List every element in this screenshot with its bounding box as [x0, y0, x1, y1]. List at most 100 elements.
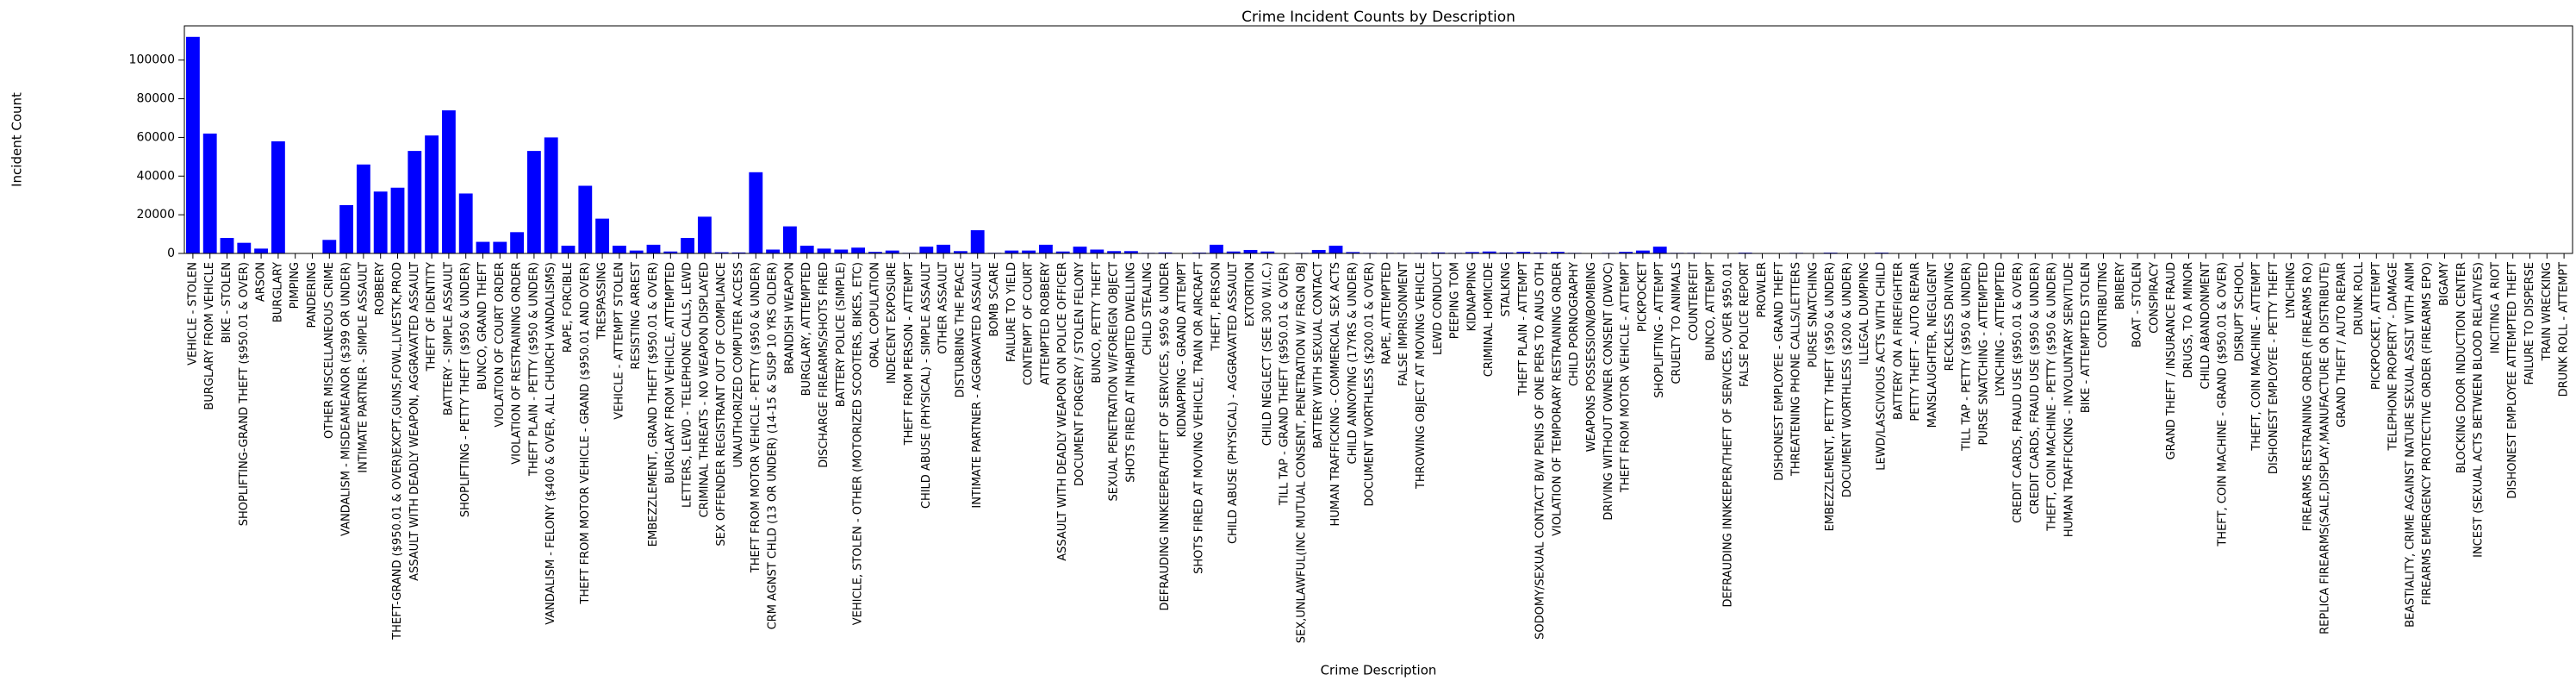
bar	[373, 191, 388, 253]
x-tick-label: BURGLARY, ATTEMPTED	[800, 262, 813, 396]
bar	[339, 204, 354, 253]
x-tick-label: DRIVING WITHOUT OWNER CONSENT (DWOC)	[1602, 262, 1615, 521]
y-tick-label: 40000	[136, 169, 175, 183]
x-tick-label: CHILD ABUSE (PHYSICAL) - AGGRAVATED ASSA…	[1227, 262, 1240, 544]
x-tick-label: SEXUAL PENETRATION W/FOREIGN OBJECT	[1108, 262, 1121, 502]
bar	[544, 137, 558, 253]
x-tick-label: FALSE POLICE REPORT	[1739, 262, 1752, 387]
x-tick-label: INCEST (SEXUAL ACTS BETWEEN BLOOD RELATI…	[2473, 262, 2486, 558]
bar	[782, 226, 797, 253]
x-tick-label: THEFT-GRAND ($950.01 & OVER)EXCPT,GUNS,F…	[391, 262, 404, 640]
y-tick-label: 60000	[136, 130, 175, 144]
bar	[1482, 251, 1496, 253]
x-tick-label: PURSE SNATCHING - ATTEMPTED	[1977, 262, 1990, 445]
y-tick-label: 20000	[136, 208, 175, 222]
bar	[458, 193, 473, 253]
x-tick-label: HUMAN TRAFFICKING - COMMERCIAL SEX ACTS	[1329, 262, 1342, 527]
bar	[561, 246, 576, 253]
x-tick-label: THROWING OBJECT AT MOVING VEHICLE	[1415, 262, 1428, 490]
x-tick-label: ATTEMPTED ROBBERY	[1039, 262, 1052, 385]
x-tick-label: BURGLARY FROM VEHICLE	[203, 262, 216, 410]
x-tick-label: TILL TAP - GRAND THEFT ($950.01 & OVER)	[1279, 262, 1291, 506]
x-tick-label: DISHONEST EMPLOYEE - GRAND THEFT	[1773, 262, 1786, 481]
bar	[919, 247, 934, 253]
bar	[1226, 251, 1241, 253]
x-tick-label: BEASTIALITY, CRIME AGAINST NATURE SEXUAL…	[2404, 262, 2417, 628]
x-tick-label: CRUELTY TO ANIMALS	[1671, 262, 1683, 384]
x-tick-label: VIOLATION OF TEMPORARY RESTRAINING ORDER	[1551, 262, 1564, 536]
x-tick-label: ILLEGAL DUMPING	[1858, 262, 1871, 365]
x-tick-label: THEFT PLAIN - PETTY ($950 & UNDER)	[527, 262, 540, 477]
x-tick-label: KIDNAPPING - GRAND ATTEMPT	[1176, 262, 1189, 437]
bar	[663, 251, 678, 253]
bar	[970, 230, 985, 253]
x-tick-label: BATTERY WITH SEXUAL CONTACT	[1312, 262, 1325, 448]
bar	[322, 240, 337, 253]
x-tick-label: VEHICLE - STOLEN	[186, 262, 199, 365]
x-tick-label: INDECENT EXPOSURE	[886, 262, 899, 384]
x-tick-label: CHILD ANNOYING (17YRS & UNDER)	[1347, 262, 1360, 464]
bar	[220, 238, 234, 253]
bar	[1465, 252, 1479, 253]
x-tick-label: DRUGS, TO A MINOR	[2182, 262, 2195, 378]
x-tick-label: DISCHARGE FIREARMS/SHOTS FIRED	[818, 262, 831, 468]
x-tick-label: MANSLAUGHTER, NEGLIGENT	[1926, 262, 1939, 428]
x-tick-label: LEWD/LASCIVIOUS ACTS WITH CHILD	[1876, 262, 1888, 471]
x-tick-label: CONTEMPT OF COURT	[1023, 262, 1036, 385]
x-tick-label: VANDALISM - FELONY ($400 & OVER, ALL CHU…	[544, 262, 557, 625]
x-tick-label: VIOLATION OF RESTRAINING ORDER	[511, 262, 524, 465]
axes-frame	[184, 25, 2573, 254]
x-tick-label: BOMB SCARE	[988, 262, 1001, 337]
bar	[1005, 250, 1019, 253]
bar	[697, 216, 712, 253]
x-tick-label: GRAND THEFT / INSURANCE FRAUD	[2165, 262, 2178, 459]
x-tick-label: RECKLESS DRIVING	[1944, 262, 1957, 371]
bar	[612, 246, 626, 253]
x-tick-label: CRIMINAL HOMICIDE	[1483, 262, 1496, 377]
x-tick-label: EMBEZZLEMENT, GRAND THEFT ($950.01 & OVE…	[647, 262, 660, 547]
bar	[1550, 252, 1565, 253]
x-tick-label: BUNCO, PETTY THEFT	[1091, 262, 1104, 384]
x-tick-label: ROBBERY	[374, 262, 387, 316]
x-tick-label: THEFT, PERSON	[1210, 262, 1223, 352]
x-tick-label: CREDIT CARDS, FRAUD USE ($950.01 & OVER)	[2012, 262, 2025, 523]
bar	[425, 135, 439, 253]
bar	[476, 241, 490, 253]
x-tick-label: BRANDISH WEAPON	[783, 262, 796, 374]
bar	[1038, 244, 1053, 253]
x-tick-label: LEWD CONDUCT	[1432, 262, 1445, 355]
x-tick-label: SEX OFFENDER REGISTRANT OUT OF COMPLIANC…	[715, 262, 728, 547]
x-tick-label: RESISTING ARREST	[630, 262, 643, 370]
x-tick-label: CHILD ABUSE (PHYSICAL) - SIMPLE ASSAULT	[920, 262, 933, 509]
x-tick-label: CHILD PORNOGRAPHY	[1568, 262, 1581, 386]
x-tick-label: DEFRAUDING INNKEEPER/THEFT OF SERVICES, …	[1159, 262, 1172, 611]
bar	[1516, 252, 1531, 253]
bar	[851, 247, 866, 253]
x-tick-label: PURSE SNATCHING	[1807, 262, 1820, 368]
x-tick-label: GRAND THEFT / AUTO REPAIR	[2336, 262, 2349, 428]
bar	[356, 164, 370, 253]
x-tick-label: ASSAULT WITH DEADLY WEAPON ON POLICE OFF…	[1056, 262, 1069, 561]
x-tick-label: CONSPIRACY	[2148, 262, 2161, 334]
bar	[681, 238, 695, 253]
x-tick-label: BRIBERY	[2114, 262, 2127, 309]
bar	[817, 248, 831, 253]
x-tick-label: DISTURBING THE PEACE	[954, 262, 967, 397]
x-tick-label: CHILD ABANDONMENT	[2200, 262, 2212, 390]
x-tick-label: WEAPONS POSSESSION/BOMBING	[1585, 262, 1598, 452]
x-tick-label: DISHONEST EMPLOYEE - PETTY THEFT	[2268, 262, 2280, 474]
x-tick-label: ARSON	[255, 262, 268, 302]
x-tick-label: THEFT, COIN MACHINE - ATTEMPT	[2250, 262, 2263, 452]
bar	[510, 232, 525, 253]
x-tick-label: LYNCHING	[2285, 262, 2298, 319]
bar	[1209, 244, 1223, 253]
x-tick-label: BIGAMY	[2438, 262, 2451, 306]
bar	[254, 248, 269, 253]
x-tick-label: LYNCHING - ATTEMPTED	[1994, 262, 2007, 397]
chart-title: Crime Incident Counts by Description	[1241, 9, 1515, 26]
bar	[800, 246, 814, 253]
x-tick-label: PEEPING TOM	[1449, 262, 1462, 339]
x-tick-label: CONTRIBUTING	[2097, 262, 2110, 348]
x-tick-label: BOAT - STOLEN	[2131, 262, 2144, 347]
